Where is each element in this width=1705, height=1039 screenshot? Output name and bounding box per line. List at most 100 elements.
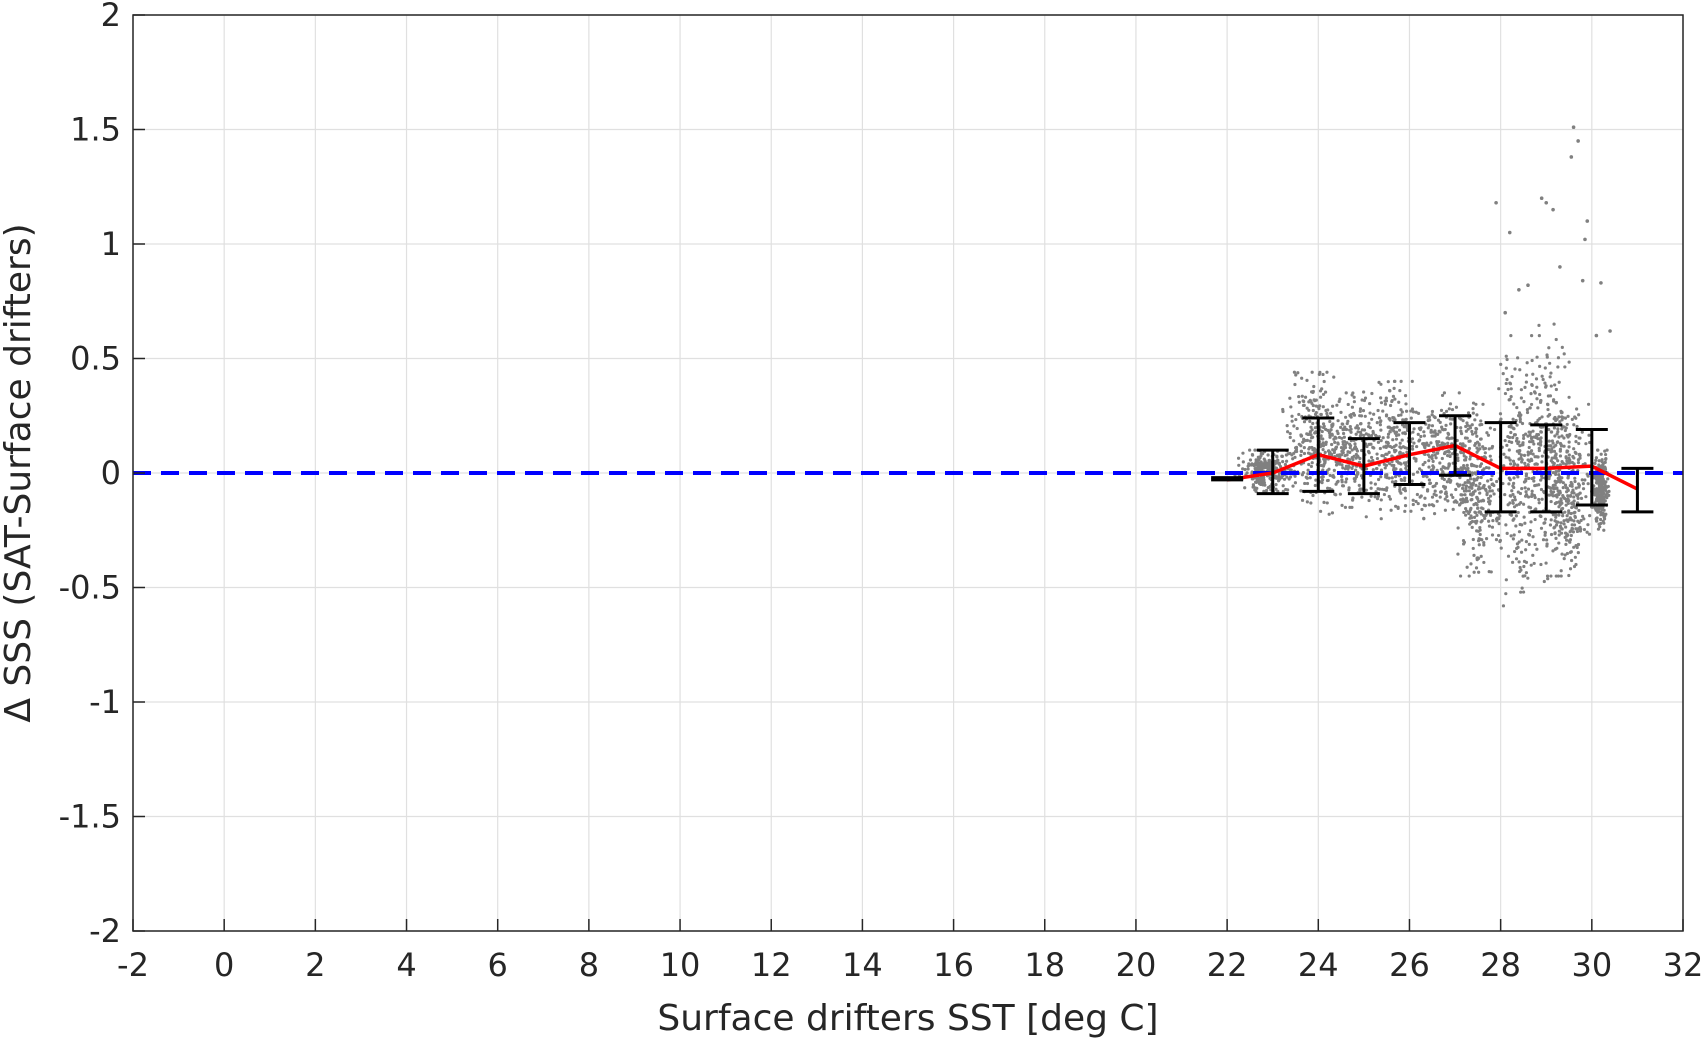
scatter-point	[1572, 564, 1577, 569]
scatter-point	[1290, 414, 1294, 418]
scatter-point	[1548, 523, 1553, 527]
scatter-point	[1333, 440, 1337, 444]
scatter-point	[1392, 429, 1396, 433]
scatter-point	[1556, 356, 1561, 360]
scatter-point	[1562, 519, 1566, 523]
scatter-point	[1475, 513, 1479, 517]
scatter-point	[1559, 497, 1563, 501]
scatter-point	[1450, 407, 1455, 412]
x-tick-label: 4	[396, 946, 416, 984]
scatter-point	[1529, 451, 1533, 455]
scatter-point	[1524, 490, 1528, 494]
scatter-point	[1598, 490, 1602, 494]
scatter-point	[1352, 413, 1357, 417]
scatter-point	[1330, 511, 1335, 515]
scatter-point	[1487, 524, 1492, 528]
scatter-point	[1399, 468, 1403, 472]
scatter-point	[1536, 406, 1540, 410]
scatter-point	[1371, 445, 1375, 449]
scatter-point	[1560, 476, 1564, 480]
scatter-point	[1336, 479, 1340, 483]
scatter-point	[1357, 483, 1361, 487]
scatter-point	[1457, 391, 1461, 395]
scatter-point	[1395, 459, 1400, 464]
scatter-point	[1474, 566, 1479, 570]
scatter-point	[1276, 476, 1280, 480]
scatter-point	[1353, 479, 1357, 483]
scatter-point	[1307, 462, 1311, 467]
scatter-point	[1375, 466, 1379, 471]
scatter-point	[1522, 564, 1526, 569]
scatter-point	[1468, 522, 1472, 526]
scatter-point	[1321, 422, 1326, 426]
scatter-point	[1599, 498, 1603, 502]
y-tick-label: 0	[101, 454, 121, 492]
scatter-point	[1411, 502, 1415, 507]
scatter-point	[1512, 505, 1517, 509]
scatter-point	[1332, 375, 1336, 379]
scatter-point	[1376, 477, 1381, 482]
scatter-point	[1479, 475, 1483, 480]
scatter-point	[1336, 431, 1340, 436]
scatter-point	[1517, 540, 1521, 544]
scatter-point	[1532, 493, 1537, 498]
scatter-point	[1473, 511, 1478, 515]
scatter-point	[1409, 509, 1413, 513]
y-axis-label: Δ SSS (SAT-Surface drifters)	[0, 223, 39, 722]
scatter-point	[1472, 553, 1476, 557]
scatter-point	[1534, 377, 1539, 381]
scatter-point	[1297, 412, 1301, 417]
scatter-point	[1536, 455, 1540, 459]
scatter-point	[1401, 487, 1406, 491]
scatter-point	[1371, 431, 1375, 435]
scatter-point	[1440, 393, 1445, 398]
scatter-point	[1553, 415, 1557, 420]
scatter-point	[1433, 429, 1437, 433]
scatter-point	[1256, 480, 1261, 484]
scatter-point	[1369, 455, 1374, 460]
scatter-point	[1557, 500, 1561, 504]
scatter-point	[1480, 519, 1484, 523]
scatter-point	[1396, 506, 1400, 510]
scatter-point	[1581, 482, 1585, 486]
scatter-point	[1417, 439, 1421, 443]
scatter-point	[1566, 533, 1570, 537]
scatter-point	[1369, 442, 1373, 446]
scatter-point	[1379, 468, 1384, 472]
scatter-point	[1601, 489, 1605, 493]
scatter-point	[1522, 433, 1526, 438]
scatter-point	[1349, 430, 1353, 434]
scatter-point	[1467, 509, 1472, 514]
scatter-point	[1325, 501, 1329, 505]
scatter-point	[1312, 447, 1316, 451]
scatter-point	[1584, 442, 1588, 446]
scatter-point	[1523, 521, 1527, 525]
scatter-point	[1585, 530, 1589, 534]
scatter-point	[1382, 462, 1387, 466]
scatter-point	[1430, 409, 1435, 414]
scatter-point	[1569, 533, 1573, 538]
scatter-point	[1473, 471, 1477, 475]
scatter-point	[1564, 503, 1568, 507]
scatter-point	[1319, 395, 1323, 399]
scatter-point	[1557, 529, 1561, 533]
scatter-point	[1373, 495, 1377, 499]
scatter-point	[1525, 408, 1530, 412]
scatter-point	[1573, 415, 1577, 419]
scatter-point	[1369, 486, 1373, 490]
scatter-point	[1459, 501, 1463, 505]
scatter-point	[1577, 483, 1582, 488]
scatter-point	[1383, 402, 1388, 406]
scatter-point	[1562, 522, 1566, 526]
scatter-point	[1341, 422, 1345, 426]
scatter-point	[1313, 431, 1317, 435]
scatter-point	[1546, 407, 1550, 412]
scatter-point	[1567, 440, 1571, 444]
scatter-point	[1599, 281, 1603, 285]
scatter-point	[1526, 283, 1530, 288]
scatter-point	[1388, 418, 1392, 422]
scatter-point	[1338, 492, 1342, 496]
scatter-point	[1604, 512, 1608, 516]
scatter-point	[1509, 334, 1513, 338]
